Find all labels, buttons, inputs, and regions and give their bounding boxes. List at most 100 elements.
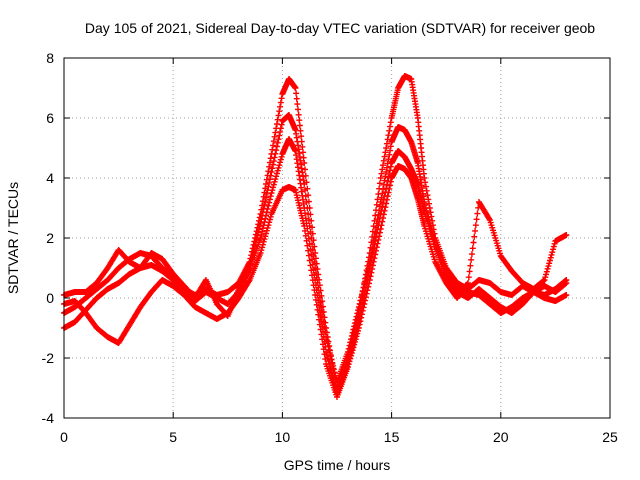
data-point bbox=[306, 257, 313, 264]
data-point bbox=[326, 346, 333, 353]
data-point bbox=[467, 262, 474, 269]
data-point bbox=[293, 95, 300, 102]
data-point bbox=[292, 85, 299, 91]
data-point bbox=[348, 350, 355, 357]
data-point bbox=[472, 227, 479, 234]
data-point bbox=[355, 325, 362, 331]
data-point bbox=[312, 296, 319, 303]
data-point bbox=[316, 316, 323, 323]
data-point bbox=[362, 294, 369, 301]
data-point bbox=[364, 287, 371, 294]
data-point bbox=[347, 355, 354, 362]
data-point bbox=[272, 176, 279, 183]
data-point bbox=[316, 321, 323, 328]
data-point bbox=[330, 362, 337, 369]
y-tick-label: 8 bbox=[46, 50, 54, 66]
data-point bbox=[262, 215, 269, 222]
y-tick-label: 4 bbox=[46, 170, 54, 186]
y-tick-labels: -4 -2 0 2 4 6 8 bbox=[42, 50, 55, 426]
y-tick-label: 6 bbox=[46, 110, 54, 126]
data-point bbox=[366, 277, 373, 283]
data-point bbox=[318, 331, 325, 338]
data-point bbox=[245, 278, 252, 285]
data-point bbox=[264, 206, 271, 213]
data-point bbox=[382, 149, 389, 156]
data-point bbox=[254, 232, 261, 239]
data-point bbox=[304, 242, 311, 249]
data-point bbox=[348, 352, 355, 359]
data-point bbox=[277, 125, 284, 132]
data-point bbox=[266, 219, 273, 226]
data-point bbox=[329, 359, 336, 366]
data-point bbox=[265, 168, 272, 175]
data-point bbox=[387, 123, 394, 130]
data-point bbox=[330, 366, 337, 373]
data-point bbox=[374, 240, 381, 247]
data-point bbox=[276, 108, 283, 115]
data-point bbox=[358, 314, 365, 321]
data-point bbox=[259, 244, 266, 251]
data-point bbox=[273, 143, 280, 150]
data-point bbox=[375, 236, 382, 243]
data-point bbox=[563, 292, 570, 298]
data-point bbox=[265, 183, 272, 190]
data-point bbox=[263, 212, 270, 219]
data-point bbox=[326, 350, 333, 357]
data-point bbox=[383, 145, 390, 151]
data-point bbox=[311, 287, 318, 294]
data-point bbox=[350, 344, 357, 351]
data-point bbox=[266, 199, 273, 206]
data-point bbox=[376, 229, 383, 236]
data-point bbox=[299, 143, 306, 150]
data-point bbox=[253, 236, 260, 243]
data-point bbox=[378, 222, 385, 229]
data-point bbox=[301, 223, 308, 229]
data-point bbox=[465, 274, 472, 281]
data-point bbox=[305, 252, 312, 259]
data-point bbox=[267, 155, 274, 162]
series-track-4 bbox=[61, 163, 570, 400]
data-point bbox=[270, 142, 277, 149]
data-point bbox=[383, 196, 390, 203]
data-point bbox=[469, 245, 476, 252]
data-point bbox=[294, 101, 301, 108]
data-point bbox=[365, 280, 372, 287]
data-point bbox=[307, 262, 314, 269]
data-point bbox=[551, 240, 558, 247]
data-point bbox=[550, 243, 557, 250]
data-point bbox=[474, 210, 481, 217]
data-point bbox=[544, 265, 551, 272]
data-point bbox=[380, 157, 387, 164]
data-point bbox=[263, 230, 270, 237]
data-point bbox=[305, 211, 312, 217]
data-point bbox=[470, 239, 477, 246]
data-point bbox=[381, 153, 388, 160]
data-point bbox=[422, 183, 429, 190]
data-point bbox=[380, 162, 387, 169]
data-point bbox=[274, 139, 281, 146]
data-point bbox=[297, 127, 304, 134]
data-point bbox=[543, 268, 550, 275]
data-point bbox=[358, 311, 365, 318]
x-tick-label: 5 bbox=[169, 429, 177, 445]
data-point bbox=[386, 127, 393, 134]
y-tick-label: -2 bbox=[42, 350, 55, 366]
data-point bbox=[270, 161, 277, 168]
data-point bbox=[303, 237, 310, 244]
data-point bbox=[305, 217, 312, 223]
data-point bbox=[266, 159, 273, 166]
data-point bbox=[362, 297, 369, 304]
data-point bbox=[313, 301, 320, 308]
data-point bbox=[376, 180, 383, 187]
data-point bbox=[276, 162, 283, 169]
data-point bbox=[309, 277, 316, 284]
data-point bbox=[353, 313, 360, 320]
data-point bbox=[264, 224, 271, 231]
data-point bbox=[327, 353, 334, 360]
x-tick-label: 10 bbox=[275, 429, 291, 445]
data-point bbox=[379, 218, 386, 225]
data-point bbox=[267, 172, 274, 179]
data-point bbox=[421, 175, 428, 181]
data-point bbox=[305, 247, 312, 254]
data-point bbox=[263, 194, 270, 201]
